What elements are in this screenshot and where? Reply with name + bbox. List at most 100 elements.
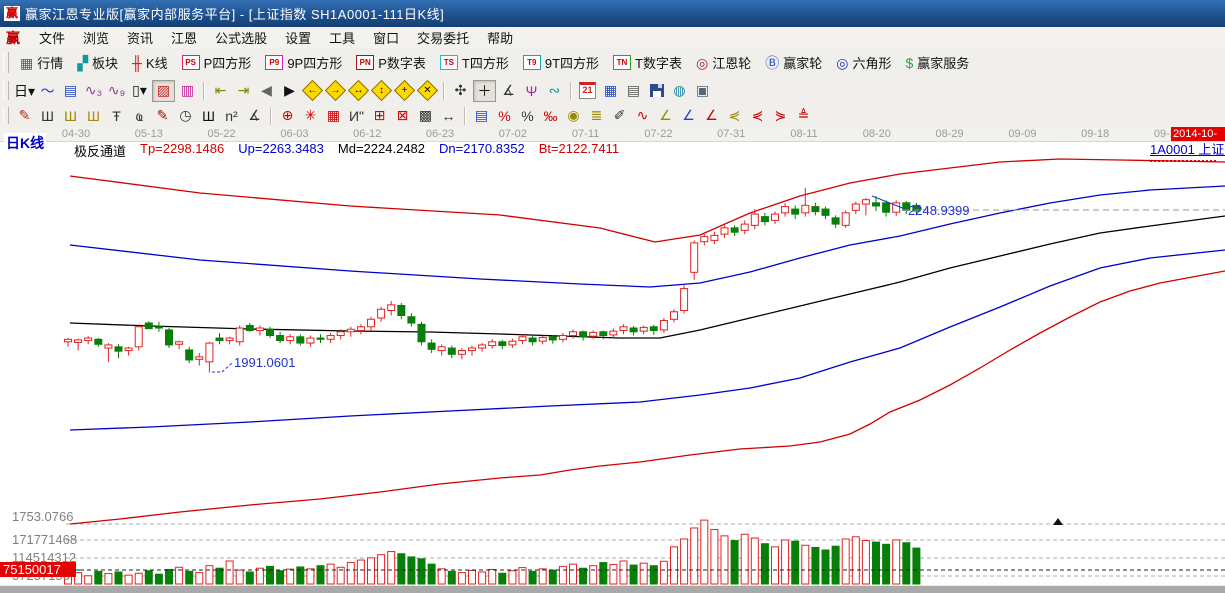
winner-wheel-button[interactable]: Ⓑ 赢家轮 [758,51,829,74]
quotes-icon: ▦ [20,54,34,71]
quotes-button[interactable]: ▦ 行情 [13,51,70,74]
zigzag-tool[interactable]: 〜 [37,81,58,101]
menu-item-浏览[interactable]: 浏览 [83,31,110,46]
f-angle-tool[interactable]: ∠ [701,106,722,126]
pencil-dots-tool[interactable]: ✎ [152,106,173,126]
wave-red-tool[interactable]: ∿ [632,106,653,126]
sectors-button[interactable]: ▞ 板块 [70,51,125,74]
h-range-tool[interactable]: ↔ [438,106,459,126]
panel-comb-tool[interactable]: ▤ [471,106,492,126]
next-bar-button[interactable]: ▶ [279,81,300,101]
zoom-h-button[interactable]: ↔ [347,79,370,102]
gold-angle-tool[interactable]: ∠ [655,106,676,126]
t-square-button[interactable]: TS T四方形 [433,51,516,74]
last-bar-button[interactable]: ⇥ [233,81,254,101]
wave-9-tool[interactable]: ∿₉ [106,81,127,101]
candle [690,242,699,273]
permille-tool[interactable]: ‰ [540,106,561,126]
menu-item-公式选股[interactable]: 公式选股 [215,31,268,46]
angle-tool[interactable]: ∡ [498,81,519,101]
menu-item-窗口[interactable]: 窗口 [373,31,400,46]
9t-square-button[interactable]: T9 9T四方形 [516,51,606,74]
toolbar-grip[interactable] [3,52,9,73]
target-cross-tool[interactable]: ⊕ [277,106,298,126]
gold-level-tool[interactable]: ≣ [586,106,607,126]
menu-item-文件[interactable]: 文件 [39,31,66,46]
bottom-scrollbar[interactable] [0,585,1225,593]
gold-fan-tool[interactable]: ⋞ [724,106,745,126]
candle-style-dropdown[interactable]: ▯▾ [129,81,150,101]
symbol-caption-text[interactable]: 1A0001 上证指 [1150,142,1225,157]
n-quote-tool[interactable]: И" [346,106,367,126]
asterisk-grid-tool[interactable]: ✳ [300,106,321,126]
si-fan-tool[interactable]: ≜ [793,106,814,126]
period-dropdown[interactable]: 日▾ [14,81,35,101]
gann-wheel-button[interactable]: ◎ 江恩轮 [689,51,758,74]
protractor-tool[interactable]: ∡ [244,106,265,126]
win-fan-tool[interactable]: ⋟ [770,106,791,126]
n-square-tool[interactable]: n² [221,106,242,126]
gold-comb-tool[interactable]: Ш [60,106,81,126]
kline-button[interactable]: ╫ K线 [125,51,175,74]
toolbar-grip[interactable] [3,81,9,100]
f-comb-tool[interactable]: Ŧ [106,106,127,126]
pencil-red-tool[interactable]: ✎ [14,106,35,126]
gold-circle-tool[interactable]: ◉ [563,106,584,126]
notes-button[interactable]: ▤ [623,81,644,101]
gold-comb2-tool[interactable]: Ш [83,106,104,126]
menu-item-帮助[interactable]: 帮助 [487,31,514,46]
comb-tool[interactable]: Ш [37,106,58,126]
9p-square-button[interactable]: P9 9P四方形 [258,51,349,74]
shen-fan-tool[interactable]: ⋞ [747,106,768,126]
calendar-button[interactable]: 21 [577,81,598,101]
menu-bar: 赢 文件 浏览 资讯 江恩 公式选股 设置 工具 窗口 交易委托 帮助 [0,27,1225,49]
title-bar[interactable]: 赢 赢家江恩专业版[赢家内部服务平台] - [上证指数 SH1A0001-111… [0,0,1225,28]
prev-bar-button[interactable]: ◀ [256,81,277,101]
first-bar-button[interactable]: ⇤ [210,81,231,101]
menu-item-江恩[interactable]: 江恩 [171,31,198,46]
chart-canvas[interactable]: 1753.07661717714681145143125725715675150… [0,141,1225,585]
zoom-right-button[interactable]: → [324,79,347,102]
doc-tool[interactable]: ▤ [60,81,81,101]
gann-tool-teal[interactable]: ∾ [544,81,565,101]
j-angle-tool[interactable]: ∠ [678,106,699,126]
shen-grid-tool[interactable]: ⊞ [369,106,390,126]
gann-tool-purple[interactable]: Ψ [521,81,542,101]
histogram-tool[interactable]: ▥ [177,81,198,101]
zoom-left-button[interactable]: ← [301,79,324,102]
wave-3-tool[interactable]: ∿₃ [83,81,104,101]
menu-item-交易委托[interactable]: 交易委托 [417,31,470,46]
spiral-tool[interactable]: ҩ [129,106,150,126]
date-tick-label: 05-22 [207,128,236,140]
percent-line-tool[interactable]: % [494,106,515,126]
num-grid-tool[interactable]: ▩ [415,106,436,126]
t-table-button[interactable]: TN T数字表 [606,51,689,74]
service-button[interactable]: $ 赢家服务 [898,51,976,74]
p-square-button[interactable]: PS P四方形 [175,51,259,74]
zoom-plus-button[interactable]: + [393,79,416,102]
pan-tool[interactable]: ✣ [450,81,471,101]
kline-period-tab[interactable]: 日K线 [4,133,47,153]
candle [488,341,497,347]
save-button[interactable] [646,81,667,101]
toolbar-grip[interactable] [3,107,9,124]
crosshair-tool[interactable]: ＋ [473,79,497,102]
hexagon-button[interactable]: ◎ 六角形 [829,51,898,74]
calculator-button[interactable]: ▦ [600,81,621,101]
remote-button[interactable]: ▣ [692,81,713,101]
grid-red-tool[interactable]: ▦ [323,106,344,126]
menu-item-工具[interactable]: 工具 [329,31,356,46]
angle-icon: ∡ [502,82,515,98]
clock-cycle-tool[interactable]: ◷ [175,106,196,126]
zoom-all-button[interactable]: ✕ [416,79,439,102]
menu-item-设置[interactable]: 设置 [285,31,312,46]
p-table-button[interactable]: PN P数字表 [349,51,433,74]
pattern-tool[interactable]: ▨ [152,79,176,102]
win-grid-tool[interactable]: ⊠ [392,106,413,126]
web-button[interactable]: ◍ [669,81,690,101]
percent-tool[interactable]: % [517,106,538,126]
flag-pencil-tool[interactable]: ✐ [609,106,630,126]
tally-tool[interactable]: Ш [198,106,219,126]
menu-item-资讯[interactable]: 资讯 [127,31,154,46]
zoom-v-button[interactable]: ↕ [370,79,393,102]
